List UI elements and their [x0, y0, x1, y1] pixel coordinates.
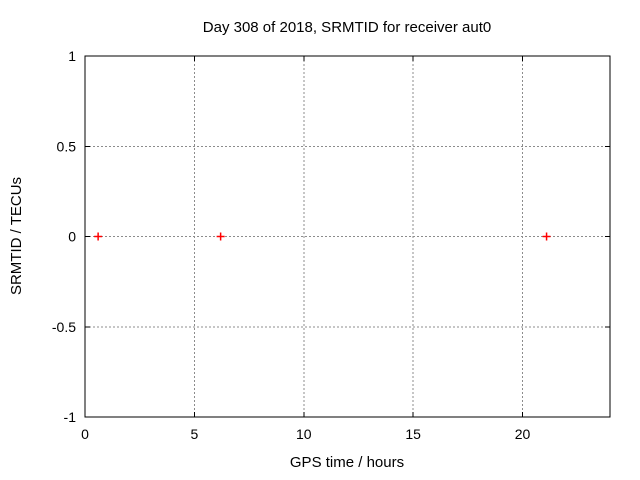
axis-ticks	[84, 55, 610, 418]
x-tick-label: 5	[190, 426, 198, 442]
chart-title: Day 308 of 2018, SRMTID for receiver aut…	[203, 19, 491, 36]
data-point-marker	[542, 232, 551, 241]
data-point-marker	[94, 232, 103, 241]
x-tick-label: 15	[405, 426, 421, 442]
x-tick-label: 20	[515, 426, 531, 442]
x-tick-label: 10	[296, 426, 312, 442]
data-points	[94, 232, 551, 241]
plot-border	[84, 55, 611, 418]
x-tick-label: 0	[81, 426, 89, 442]
y-axis-label: SRMTID / TECUs	[8, 177, 25, 295]
y-tick-label: -1	[64, 409, 77, 425]
y-tick-label: 1	[68, 48, 76, 64]
gridlines	[85, 56, 610, 417]
tick-labels: 0 5 10 15 20 -1 -0.5 0 0.5 1	[52, 48, 531, 442]
y-tick-label: -0.5	[52, 319, 76, 335]
data-point-marker	[216, 232, 225, 241]
x-axis-label: GPS time / hours	[290, 454, 404, 471]
y-tick-label: 0.5	[57, 138, 77, 154]
y-tick-label: 0	[68, 229, 76, 245]
